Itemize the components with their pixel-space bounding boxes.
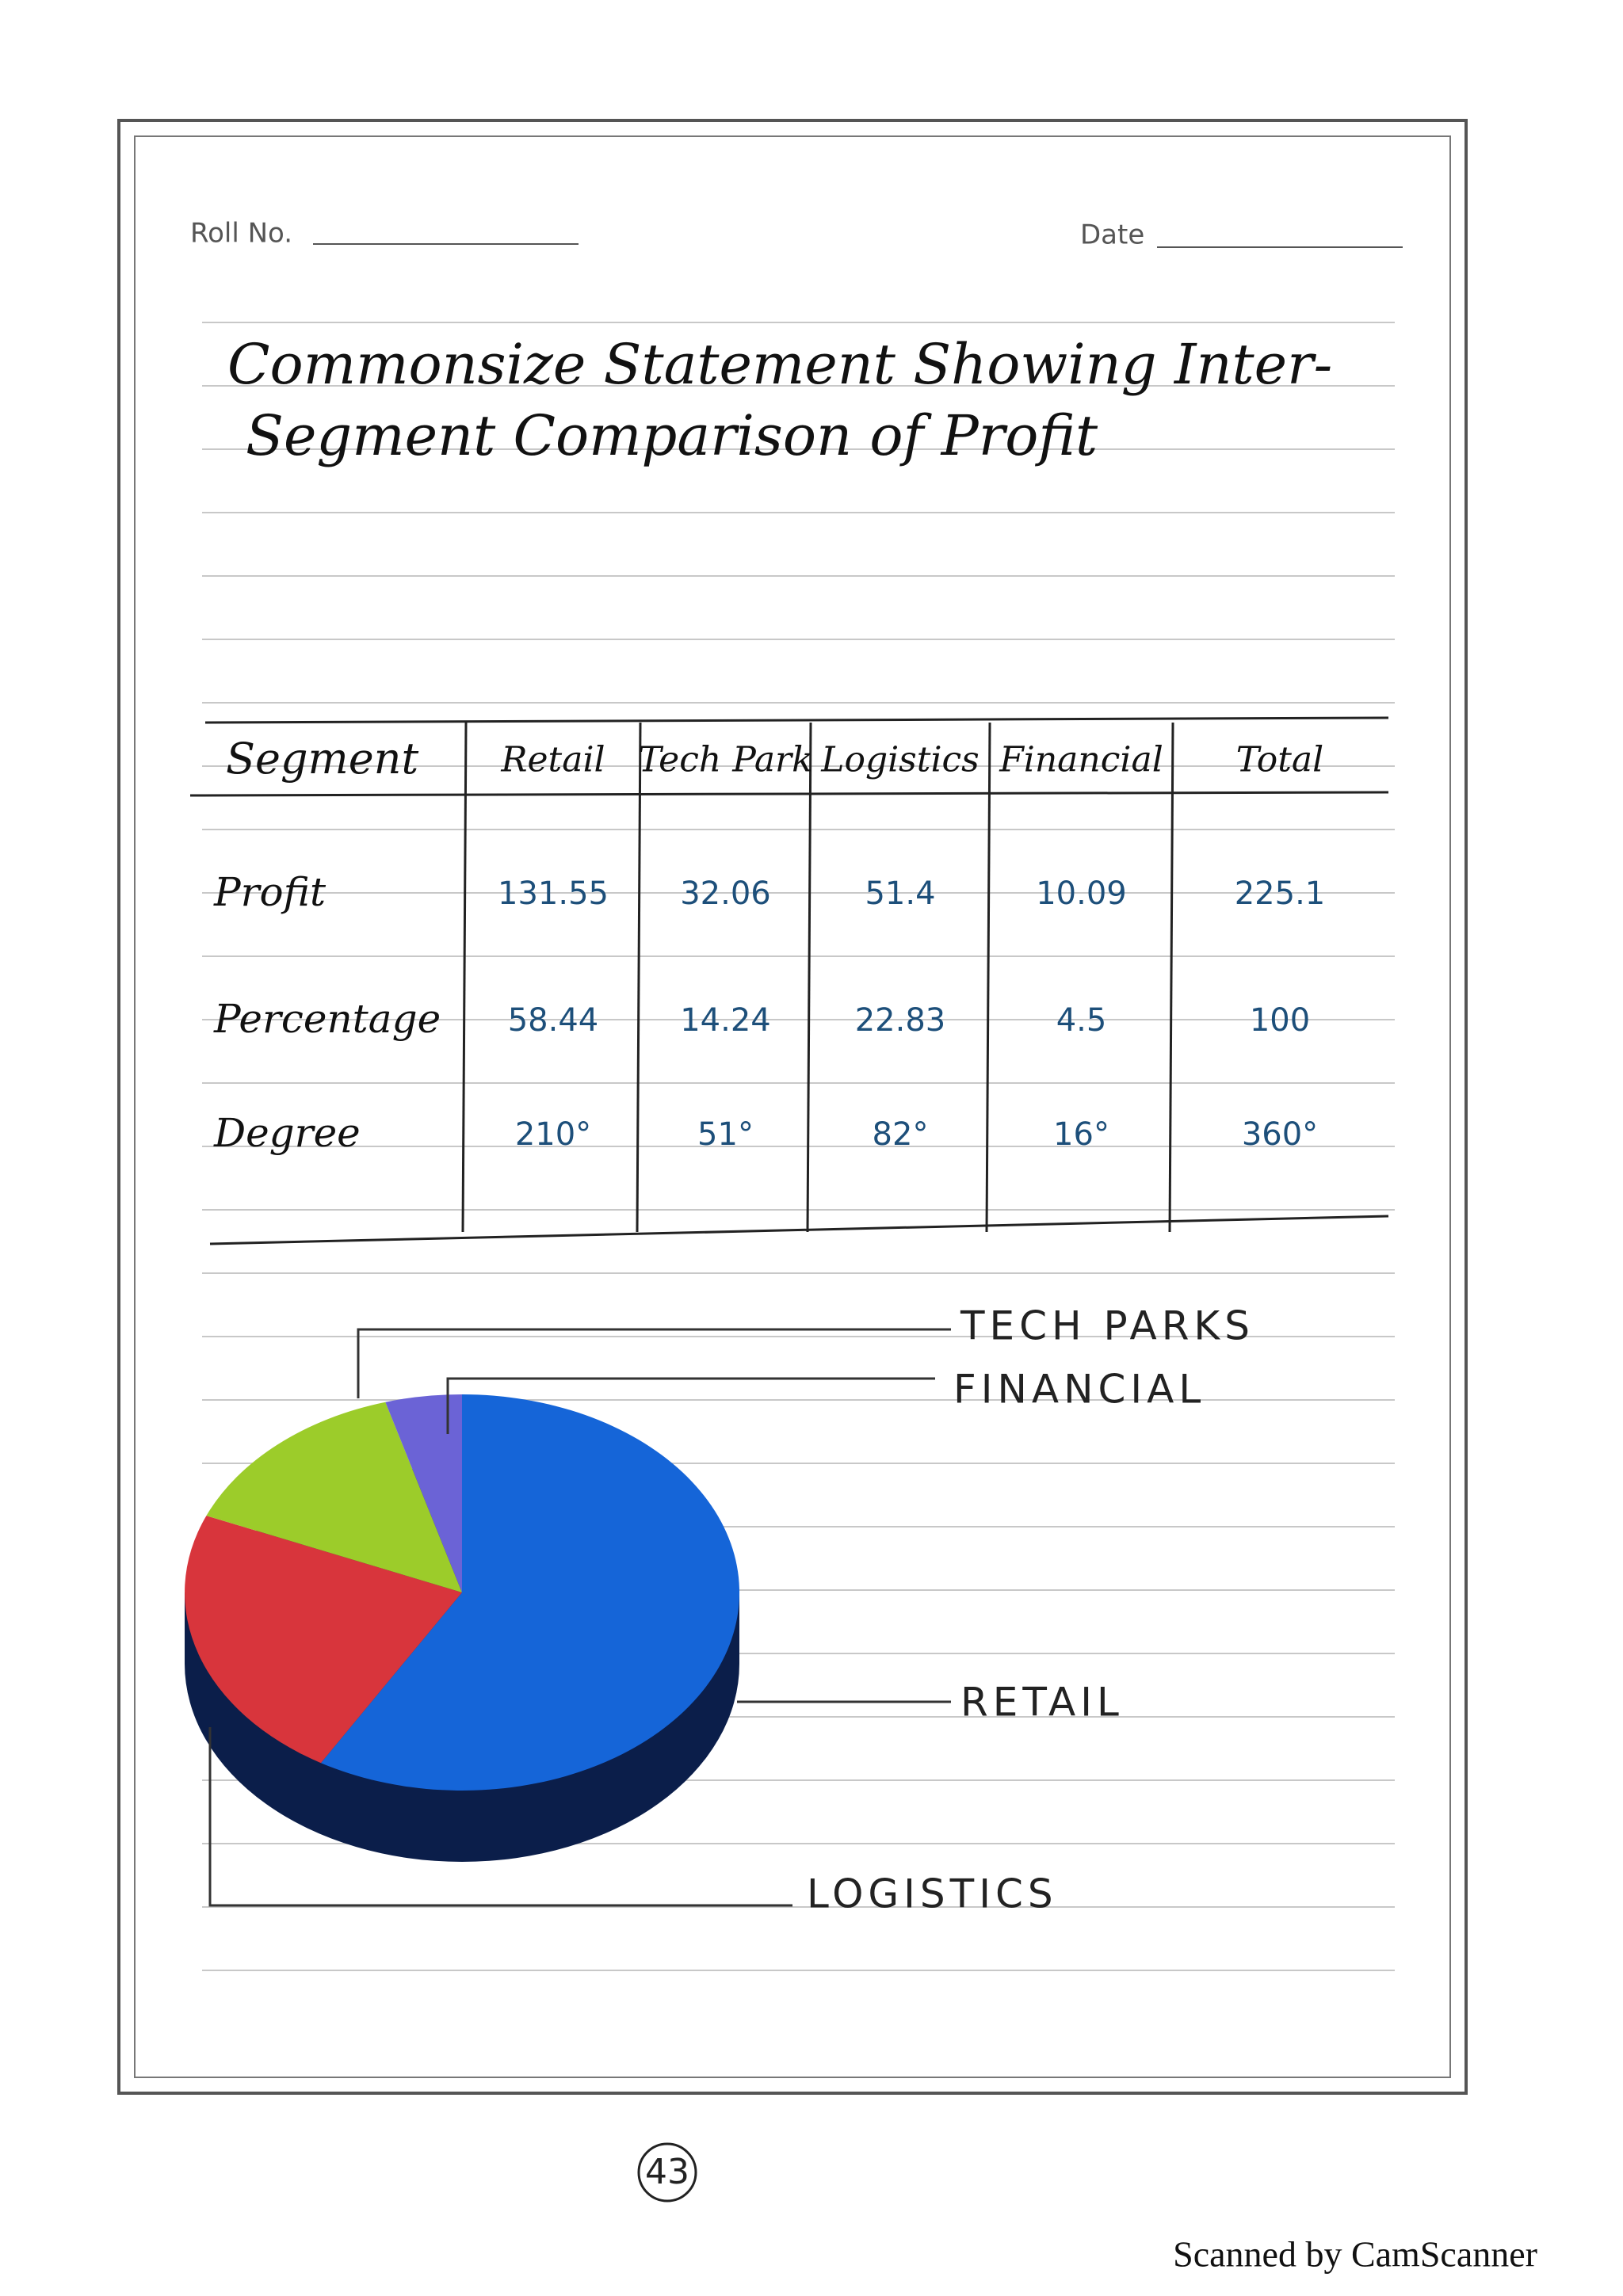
- leader-lines: [208, 1328, 951, 1907]
- leader-line: [357, 1328, 951, 1398]
- table-cell: 32.06: [680, 875, 771, 912]
- table-cell: 82°: [873, 1116, 929, 1153]
- table-cell: 4.5: [1056, 1002, 1107, 1039]
- table-cell: 225.1: [1235, 875, 1326, 912]
- table-cell: 51.4: [865, 875, 935, 912]
- pie-slice: [320, 1394, 740, 1791]
- pie-label: RETAIL: [960, 1680, 1124, 1726]
- table-cell: 16°: [1053, 1116, 1109, 1153]
- page-border: [117, 119, 1468, 2095]
- pie-slice: [206, 1402, 462, 1592]
- table-header-cell: Financial: [999, 740, 1163, 780]
- table: Segment Retail Tech Park Logistics Financial…: [189, 716, 1389, 1245]
- table-line: [636, 722, 642, 1233]
- pie-slice: [185, 1516, 462, 1764]
- row-label: Profit: [213, 869, 327, 915]
- table-cell: 58.44: [508, 1002, 599, 1039]
- table-line: [209, 1215, 1389, 1245]
- pie-label: TECH PARKS: [960, 1303, 1254, 1349]
- leader-line: [208, 1727, 792, 1907]
- table-cell: 131.55: [498, 875, 609, 912]
- table-cell: 51°: [697, 1116, 754, 1153]
- pie-label: FINANCIAL: [953, 1367, 1205, 1413]
- table-cell: 210°: [515, 1116, 591, 1153]
- table-line: [985, 722, 991, 1233]
- table-cell: 10.09: [1036, 875, 1127, 912]
- page-number-circle: [637, 2142, 697, 2203]
- table-cell: 100: [1250, 1002, 1310, 1039]
- table-header-cell: Total: [1236, 740, 1323, 780]
- page-number: 43: [645, 2152, 689, 2192]
- page-border-inner: [134, 135, 1451, 2078]
- row-label: Degree: [213, 1110, 361, 1156]
- table-line: [189, 791, 1389, 797]
- table-header-cell: Segment: [226, 734, 418, 784]
- table-line: [461, 722, 468, 1233]
- table-line: [204, 716, 1389, 724]
- table-header-cell: Retail: [500, 740, 605, 780]
- pie-slice: [385, 1394, 462, 1592]
- title-line: Segment Comparison of Profit: [246, 403, 1098, 468]
- table-header-cell: Logistics: [820, 740, 980, 780]
- date: Date: [1080, 219, 1144, 251]
- table-cell: 22.83: [855, 1002, 946, 1039]
- table-cell: 14.24: [680, 1002, 771, 1039]
- table-line: [1168, 722, 1174, 1233]
- table-header-cell: Tech Park: [638, 740, 813, 780]
- pie-label: LOGISTICS: [807, 1871, 1058, 1917]
- row-label: Percentage: [213, 996, 441, 1042]
- table-line: [806, 722, 812, 1233]
- pie-chart: RETAIL LOGISTICS TECH PARKS FINANCIAL: [185, 1303, 1254, 1917]
- table-cell: 360°: [1242, 1116, 1318, 1153]
- title-line: Commonsize Statement Showing Inter-: [227, 332, 1332, 397]
- roll-no: Roll No.: [190, 218, 292, 250]
- leader-line: [446, 1377, 935, 1434]
- footer: Scanned by CamScanner: [1173, 2234, 1537, 2275]
